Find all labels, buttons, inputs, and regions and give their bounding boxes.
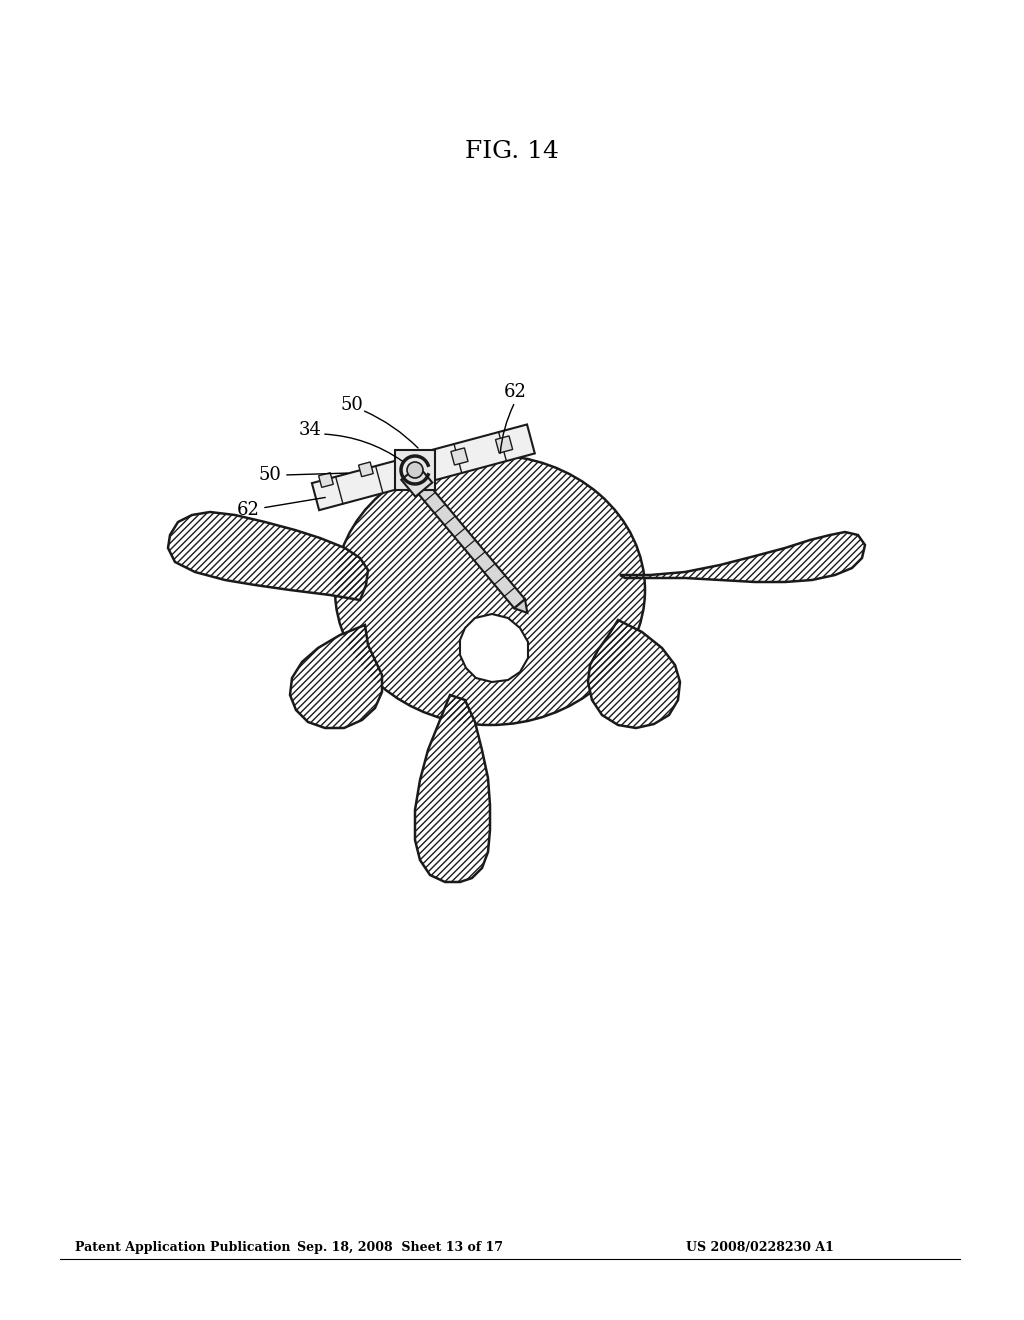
Text: Sep. 18, 2008  Sheet 13 of 17: Sep. 18, 2008 Sheet 13 of 17	[297, 1241, 503, 1254]
Polygon shape	[168, 512, 368, 601]
Bar	[451, 447, 468, 465]
Polygon shape	[401, 466, 432, 496]
Polygon shape	[514, 599, 527, 612]
Ellipse shape	[335, 455, 645, 725]
Bar	[358, 462, 374, 477]
FancyBboxPatch shape	[395, 450, 435, 490]
Polygon shape	[426, 425, 535, 480]
Polygon shape	[290, 624, 382, 729]
Text: 62: 62	[237, 502, 259, 519]
Bar	[496, 436, 513, 453]
Text: 50: 50	[341, 396, 364, 414]
Text: US 2008/0228230 A1: US 2008/0228230 A1	[686, 1241, 834, 1254]
Text: Patent Application Publication: Patent Application Publication	[75, 1241, 291, 1254]
Polygon shape	[620, 532, 865, 582]
Text: FIG. 14: FIG. 14	[465, 140, 559, 164]
Polygon shape	[312, 461, 404, 511]
Polygon shape	[460, 614, 528, 682]
Text: 62: 62	[504, 383, 526, 401]
Polygon shape	[415, 696, 490, 882]
Polygon shape	[588, 620, 680, 729]
Ellipse shape	[407, 462, 423, 478]
Text: 34: 34	[299, 421, 322, 440]
Bar	[318, 473, 333, 487]
Text: 50: 50	[259, 466, 282, 484]
Polygon shape	[415, 480, 525, 609]
